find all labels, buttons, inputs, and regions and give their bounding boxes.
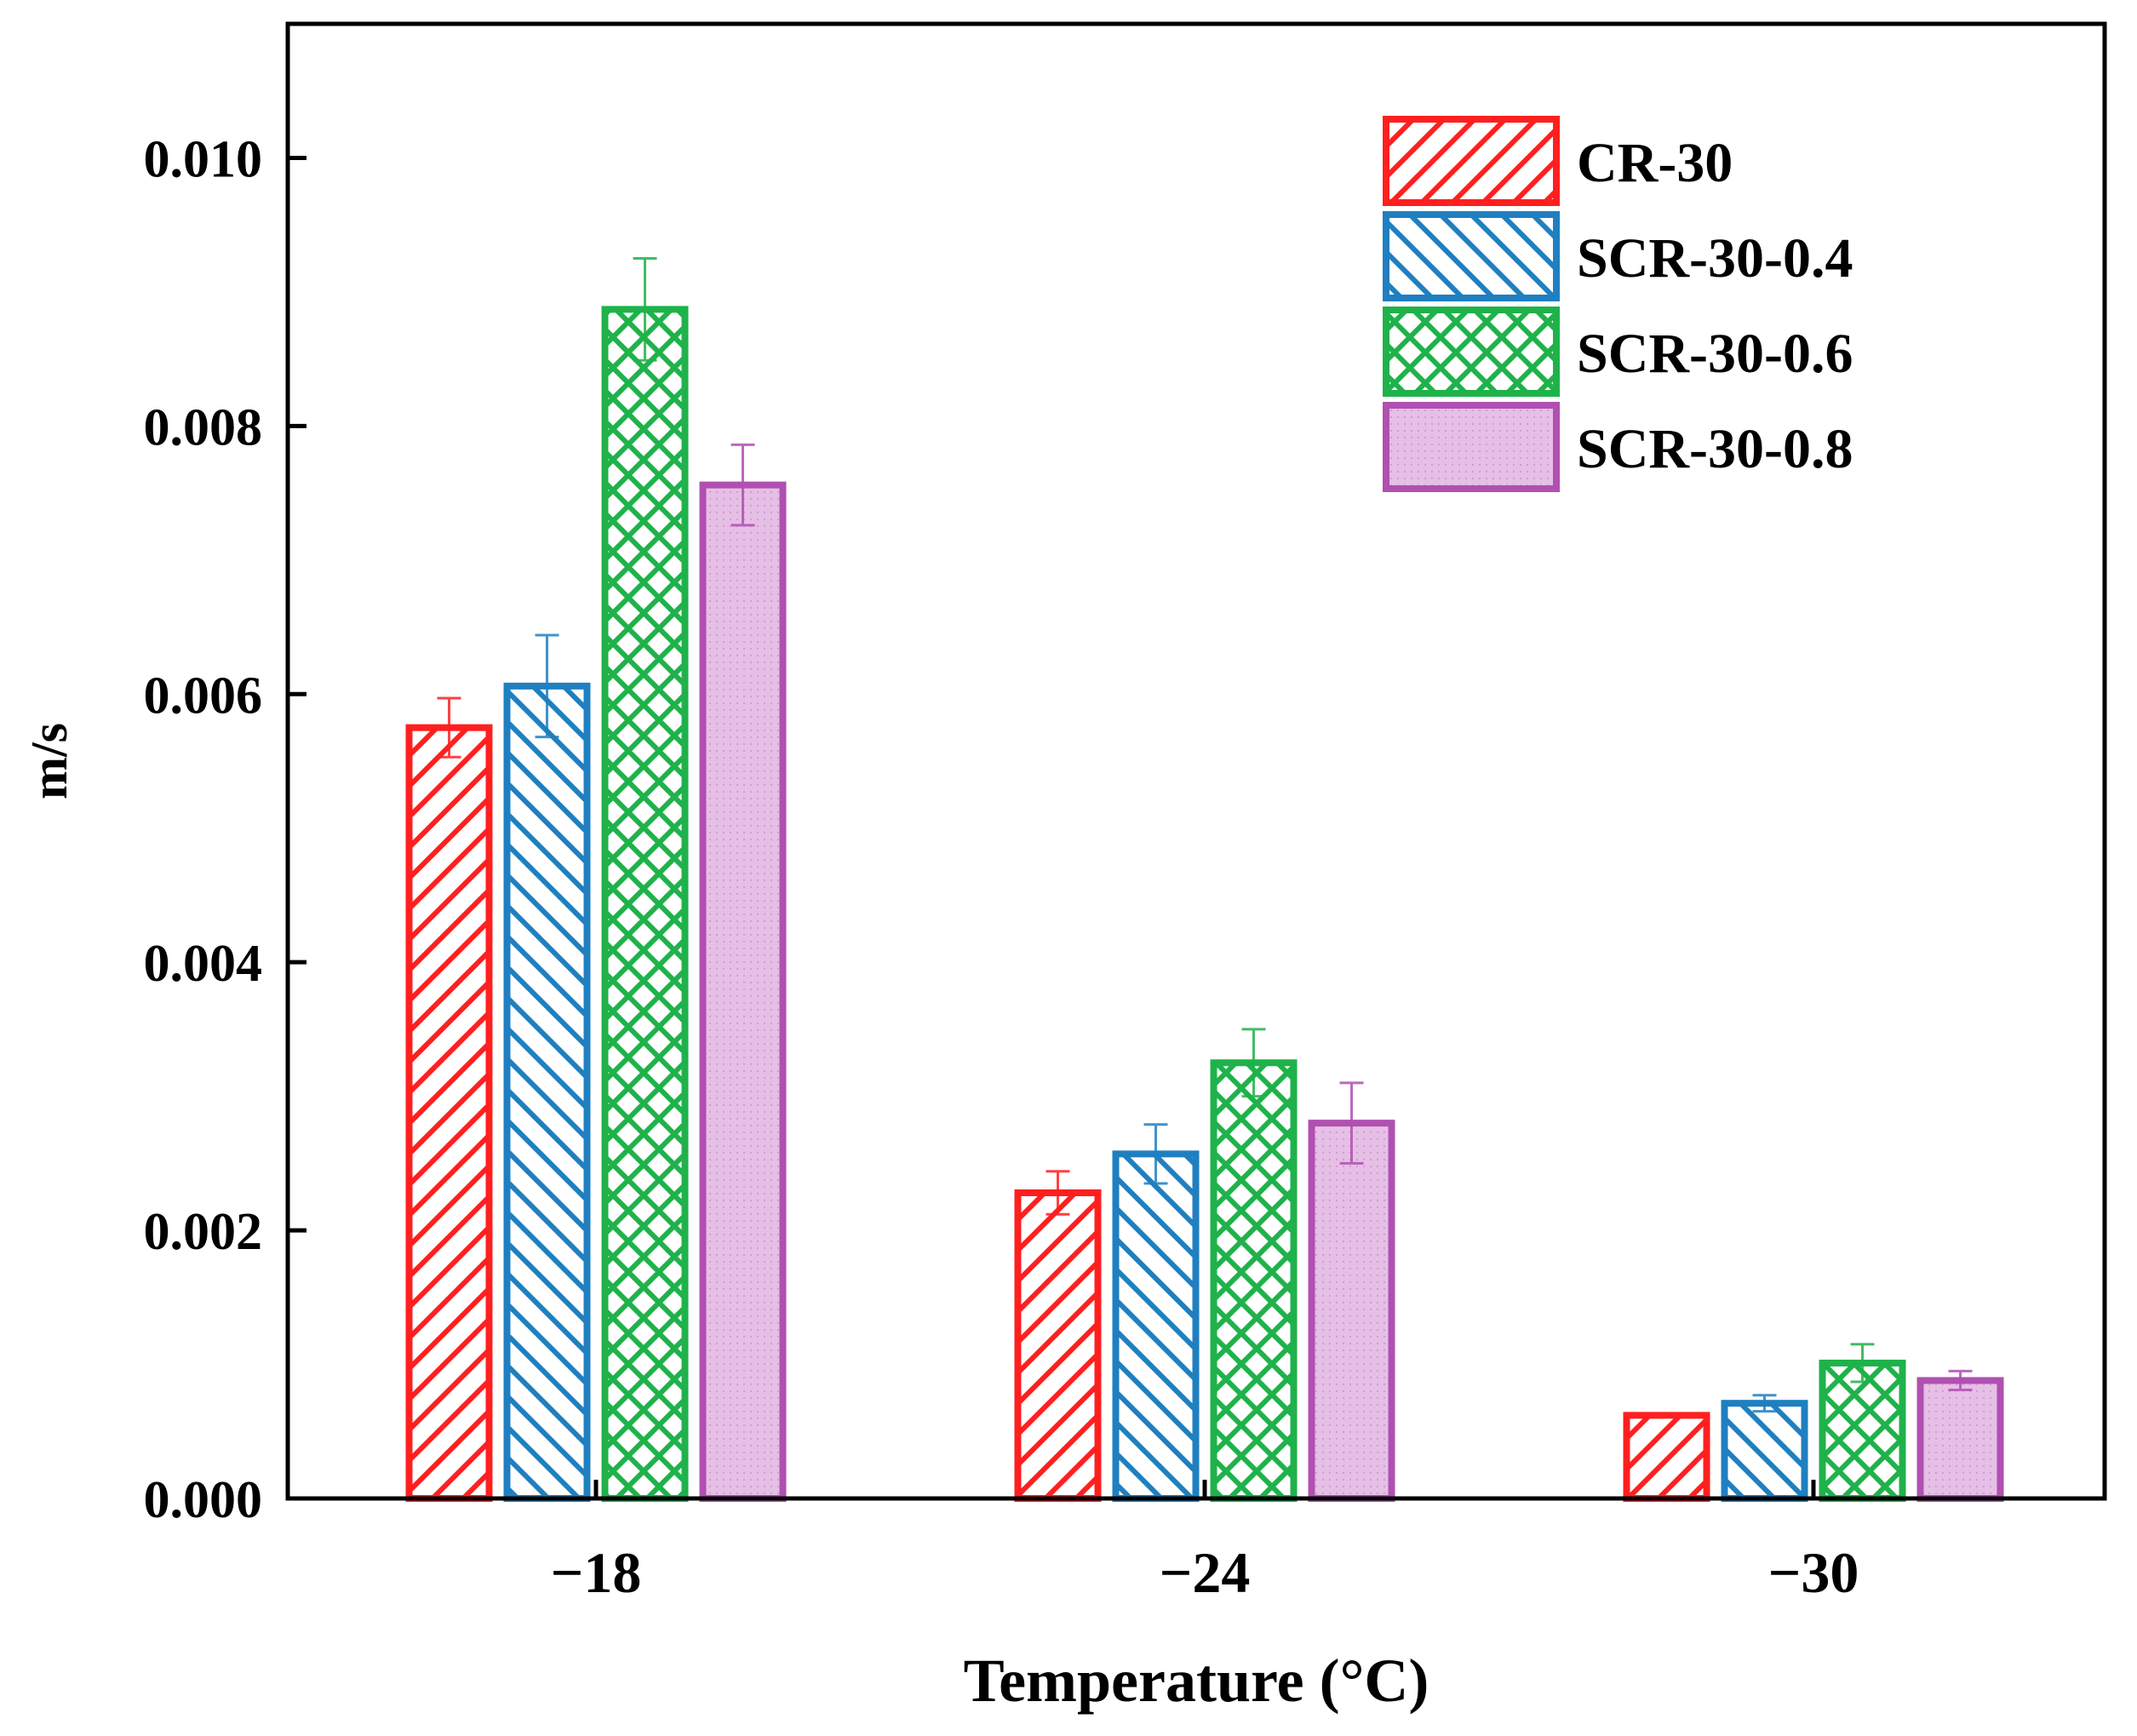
- error-bar-cr-30-0: [437, 696, 461, 759]
- legend-item: SCR-30-0.6: [1383, 307, 1853, 397]
- y-tick-label: 0.010: [144, 130, 263, 188]
- error-bar-scr-30-0-6-1: [1241, 1028, 1266, 1098]
- bar-cr-30-0: [405, 724, 493, 1502]
- error-bar-scr-30-0-6-2: [1850, 1343, 1875, 1384]
- error-bar-scr-30-0-8-1: [1339, 1081, 1364, 1165]
- error-bar-cr-30-1: [1046, 1170, 1070, 1216]
- bar-scr-30-0-6-1: [1210, 1059, 1298, 1502]
- y-tick-label: 0.008: [144, 398, 263, 456]
- error-bar-scr-30-0-4-0: [535, 633, 559, 739]
- y-tick-label: 0.000: [144, 1471, 263, 1529]
- y-tick-label: 0.002: [144, 1203, 263, 1261]
- y-axis: 0.000 0.002 0.004 0.006 0.008 0.010: [144, 130, 307, 1529]
- bar-scr-30-0-4-2: [1721, 1400, 1808, 1502]
- legend-item: CR-30: [1383, 116, 1733, 206]
- bar-scr-30-0-4-1: [1112, 1150, 1200, 1502]
- legend-label: SCR-30-0.6: [1577, 323, 1853, 385]
- legend-item: SCR-30-0.4: [1383, 211, 1853, 301]
- legend-label: SCR-30-0.8: [1577, 418, 1853, 480]
- error-bar-scr-30-0-4-1: [1143, 1123, 1168, 1185]
- error-bar-scr-30-0-6-0: [633, 257, 657, 362]
- error-bar-scr-30-0-8-0: [730, 443, 755, 527]
- bar-scr-30-0-4-0: [503, 682, 591, 1502]
- legend-swatch: [1383, 402, 1560, 492]
- error-bars-layer: [437, 257, 1973, 1413]
- legend-swatch: [1383, 211, 1560, 301]
- y-tick-label: 0.004: [144, 935, 263, 993]
- bar-cr-30-2: [1623, 1412, 1710, 1502]
- x-axis: −18 −24 −30: [551, 1480, 1859, 1605]
- x-axis-label: Temperature (°C): [964, 1647, 1429, 1715]
- bar-scr-30-0-6-0: [601, 306, 689, 1502]
- bar-scr-30-0-6-2: [1819, 1359, 1906, 1503]
- x-tick-label: −18: [551, 1540, 642, 1605]
- error-bar-scr-30-0-8-2: [1948, 1369, 1973, 1391]
- plot-frame: [285, 21, 2107, 1501]
- legend-item: SCR-30-0.8: [1383, 402, 1853, 492]
- y-tick-label: 0.006: [144, 667, 263, 725]
- legend-label: CR-30: [1577, 132, 1733, 194]
- x-tick-label: −24: [1160, 1540, 1251, 1605]
- legend: CR-30 SCR-30-0.4 SCR-30-0.6 SCR-30-0.8: [1383, 116, 1853, 492]
- bar-cr-30-1: [1014, 1189, 1102, 1503]
- y-axis-label: m/s: [21, 723, 77, 799]
- bar-scr-30-0-8-0: [699, 481, 787, 1502]
- legend-swatch: [1383, 307, 1560, 397]
- bar-scr-30-0-8-2: [1916, 1377, 2004, 1502]
- legend-swatch: [1383, 116, 1560, 206]
- x-tick-label: −30: [1768, 1540, 1859, 1605]
- error-bar-scr-30-0-4-2: [1752, 1394, 1777, 1413]
- bar-scr-30-0-8-1: [1308, 1120, 1395, 1503]
- bars-layer: [405, 306, 2004, 1503]
- legend-label: SCR-30-0.4: [1577, 227, 1853, 289]
